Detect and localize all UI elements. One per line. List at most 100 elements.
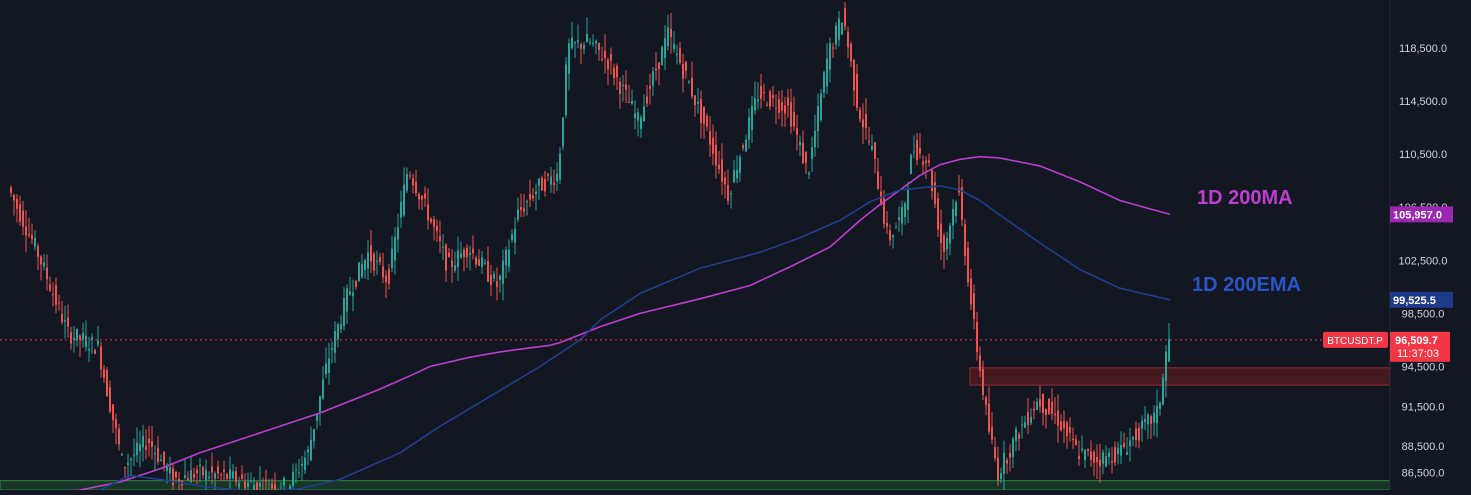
candle-body [766, 105, 768, 106]
candle-body [664, 38, 666, 58]
candle-body [247, 483, 249, 487]
candle-body [349, 291, 351, 294]
candle-body [235, 471, 237, 482]
candle-body [619, 82, 621, 94]
candle-body [589, 42, 591, 43]
candle-body [970, 279, 972, 305]
candle-body [58, 303, 60, 304]
candle-body [1075, 440, 1077, 446]
candle-body [415, 182, 417, 193]
candle-body [844, 8, 846, 26]
candle-body [1066, 423, 1068, 437]
candle-body [406, 174, 408, 190]
candle-body [202, 467, 204, 475]
candle-body [166, 467, 168, 471]
candle-body [265, 480, 267, 482]
candle-body [328, 359, 330, 373]
candle-body [718, 165, 720, 169]
candle-body [274, 484, 276, 490]
candle-body [199, 465, 201, 466]
candle-body [547, 174, 549, 176]
candle-body [811, 147, 813, 159]
candle-body [886, 223, 888, 226]
candle-body [649, 86, 651, 89]
candle-body [1141, 421, 1143, 429]
candle-body [1012, 439, 1014, 457]
candle-body [1027, 412, 1029, 425]
candle-body [751, 106, 753, 130]
candle-body [346, 288, 348, 311]
candle-body [52, 294, 54, 295]
candle-body [430, 218, 432, 222]
candle-body [436, 226, 438, 231]
candle-body [1090, 451, 1092, 460]
candle-body [421, 196, 423, 200]
candle-body [703, 107, 705, 125]
candle-body [226, 474, 228, 479]
candle-body [742, 145, 744, 148]
candle-body [799, 142, 801, 145]
candle-body [802, 143, 804, 164]
ema-annotation: 1D 200EMA [1192, 274, 1301, 296]
candle-body [271, 484, 273, 489]
price-tick-label: 98,500.0 [1402, 308, 1445, 320]
candle-body [412, 178, 414, 185]
candle-body [607, 59, 609, 69]
candle-body [895, 227, 897, 228]
candle-body [1159, 403, 1161, 409]
candle-body [550, 176, 552, 184]
candle-body [1024, 422, 1026, 428]
candle-body [823, 72, 825, 92]
candle-body [88, 349, 90, 350]
candle-body [241, 474, 243, 479]
candle-body [673, 44, 675, 49]
candle-body [217, 466, 219, 473]
candle-body [31, 235, 33, 239]
candle-body [118, 429, 120, 445]
candle-body [763, 92, 765, 93]
candle-body [652, 71, 654, 85]
candle-body [538, 179, 540, 186]
candle-body [370, 245, 372, 261]
candle-body [250, 481, 252, 482]
candle-body [805, 152, 807, 163]
candle-body [1048, 399, 1050, 414]
candle-body [700, 99, 702, 123]
candle-body [913, 151, 915, 152]
candle-body [655, 69, 657, 71]
candle-body [34, 238, 36, 247]
candle-body [577, 40, 579, 42]
candle-body [115, 419, 117, 428]
candle-body [775, 108, 777, 109]
candle-body [505, 250, 507, 266]
candle-body [211, 466, 213, 472]
candle-body [334, 331, 336, 353]
candle-body [238, 483, 240, 488]
price-tick-label: 94,500.0 [1402, 362, 1445, 374]
candle-body [463, 250, 465, 258]
candle-body [745, 140, 747, 151]
candle-body [997, 458, 999, 480]
candle-body [841, 23, 843, 34]
price-tick-label: 88,500.0 [1402, 441, 1445, 453]
candle-body [394, 237, 396, 261]
candle-body [112, 404, 114, 420]
candle-body [1162, 378, 1164, 405]
candle-body [400, 202, 402, 217]
candle-body [508, 250, 510, 267]
candle-body [358, 262, 360, 281]
candle-body [1003, 453, 1005, 474]
candle-body [922, 162, 924, 165]
candle-body [361, 264, 363, 276]
candle-body [427, 204, 429, 220]
candle-body [697, 102, 699, 104]
candle-body [1009, 453, 1011, 457]
candle-body [586, 34, 588, 42]
candle-body [106, 370, 108, 396]
candle-body [1111, 461, 1113, 462]
candle-body [739, 157, 741, 173]
candle-body [580, 44, 582, 49]
